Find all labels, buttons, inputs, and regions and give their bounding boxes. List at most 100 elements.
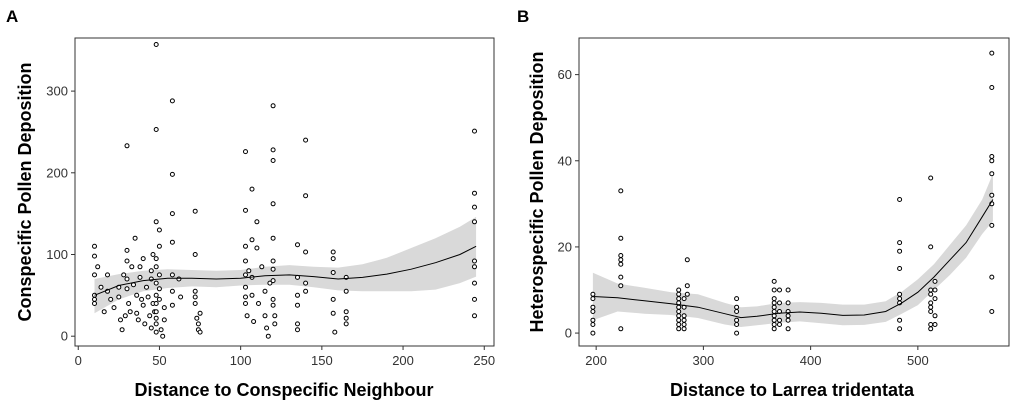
data-point [472, 190, 477, 196]
data-point [771, 278, 777, 284]
data-point [618, 261, 624, 267]
data-point [590, 304, 596, 310]
data-point [192, 252, 198, 257]
data-point [134, 292, 140, 298]
data-point [332, 329, 338, 335]
data-point [785, 287, 791, 293]
data-point [303, 280, 309, 286]
data-point [105, 272, 110, 278]
panel-b-x-title: Distance to Larrea tridentata [670, 380, 915, 400]
data-point [156, 243, 162, 249]
data-point [771, 326, 777, 332]
data-point [262, 288, 268, 294]
data-point [124, 276, 130, 282]
data-point [156, 296, 162, 302]
data-point [249, 186, 255, 192]
data-point [590, 291, 596, 297]
data-point [124, 258, 130, 264]
data-point [122, 313, 128, 319]
data-point [771, 309, 777, 314]
data-point [111, 305, 117, 311]
data-point [153, 256, 159, 262]
data-point [681, 322, 687, 327]
panel-a-label: A [6, 7, 18, 26]
data-point [928, 304, 934, 310]
data-point [330, 270, 336, 275]
data-point [897, 291, 903, 297]
y-tick-label: 60 [558, 67, 572, 82]
data-point [158, 327, 164, 333]
data-point [178, 294, 184, 300]
data-point [928, 309, 934, 314]
data-point [303, 193, 309, 199]
data-point [928, 291, 934, 297]
data-point [153, 42, 159, 47]
data-point [153, 280, 159, 286]
x-tick-label: 300 [693, 353, 715, 368]
data-point [932, 322, 938, 327]
x-tick-label: 200 [585, 353, 607, 368]
data-point [244, 313, 250, 319]
data-point [676, 291, 682, 297]
data-point [192, 301, 198, 306]
panel-a-y-title: Conspecific Pollen Deposition [15, 62, 35, 321]
data-point [95, 264, 101, 270]
data-point [295, 292, 300, 298]
data-point [134, 310, 140, 316]
data-point [684, 257, 690, 263]
data-point [472, 313, 477, 319]
data-point [777, 300, 782, 306]
data-point [734, 309, 740, 314]
data-point [135, 317, 141, 323]
data-point [169, 288, 175, 294]
panel-b-plot-frame [578, 37, 1010, 347]
data-point [272, 313, 278, 319]
data-point [676, 313, 682, 319]
y-tick-label: 0 [61, 329, 68, 344]
data-point [618, 188, 624, 194]
data-point [734, 304, 740, 310]
data-point [330, 256, 336, 262]
data-point [153, 292, 159, 298]
data-point [734, 322, 740, 327]
data-point [153, 264, 159, 270]
data-point [330, 296, 336, 302]
data-point [270, 235, 276, 241]
data-point [295, 242, 300, 248]
panel-a-points [92, 42, 477, 339]
data-point [243, 294, 248, 300]
data-point [148, 325, 154, 331]
data-point [928, 244, 934, 250]
panel-b: B 200 300 400 500 0 20 40 60 Distance to Larre… [517, 7, 1010, 400]
data-point [153, 329, 159, 335]
data-point [989, 274, 995, 280]
data-point [928, 326, 934, 332]
data-point [272, 321, 278, 327]
data-point [472, 219, 477, 225]
data-point [681, 317, 687, 323]
data-point [270, 158, 276, 163]
data-point [932, 278, 938, 284]
y-tick-label: 40 [558, 153, 572, 168]
data-point [684, 283, 690, 289]
data-point [153, 219, 159, 225]
data-point [192, 294, 198, 300]
data-point [684, 291, 690, 297]
data-point [928, 287, 934, 293]
x-tick-label: 50 [152, 353, 166, 368]
data-point [777, 322, 782, 327]
data-point [161, 317, 167, 323]
data-point [270, 103, 276, 109]
data-point [472, 204, 477, 210]
data-point [676, 309, 682, 314]
data-point [989, 171, 995, 177]
data-point [169, 272, 175, 278]
data-point [295, 327, 300, 333]
data-point [343, 309, 349, 315]
data-point [590, 322, 596, 327]
data-point [243, 243, 248, 249]
data-point [124, 247, 130, 253]
data-point [243, 258, 248, 264]
data-point [989, 85, 995, 90]
data-point [676, 326, 682, 332]
